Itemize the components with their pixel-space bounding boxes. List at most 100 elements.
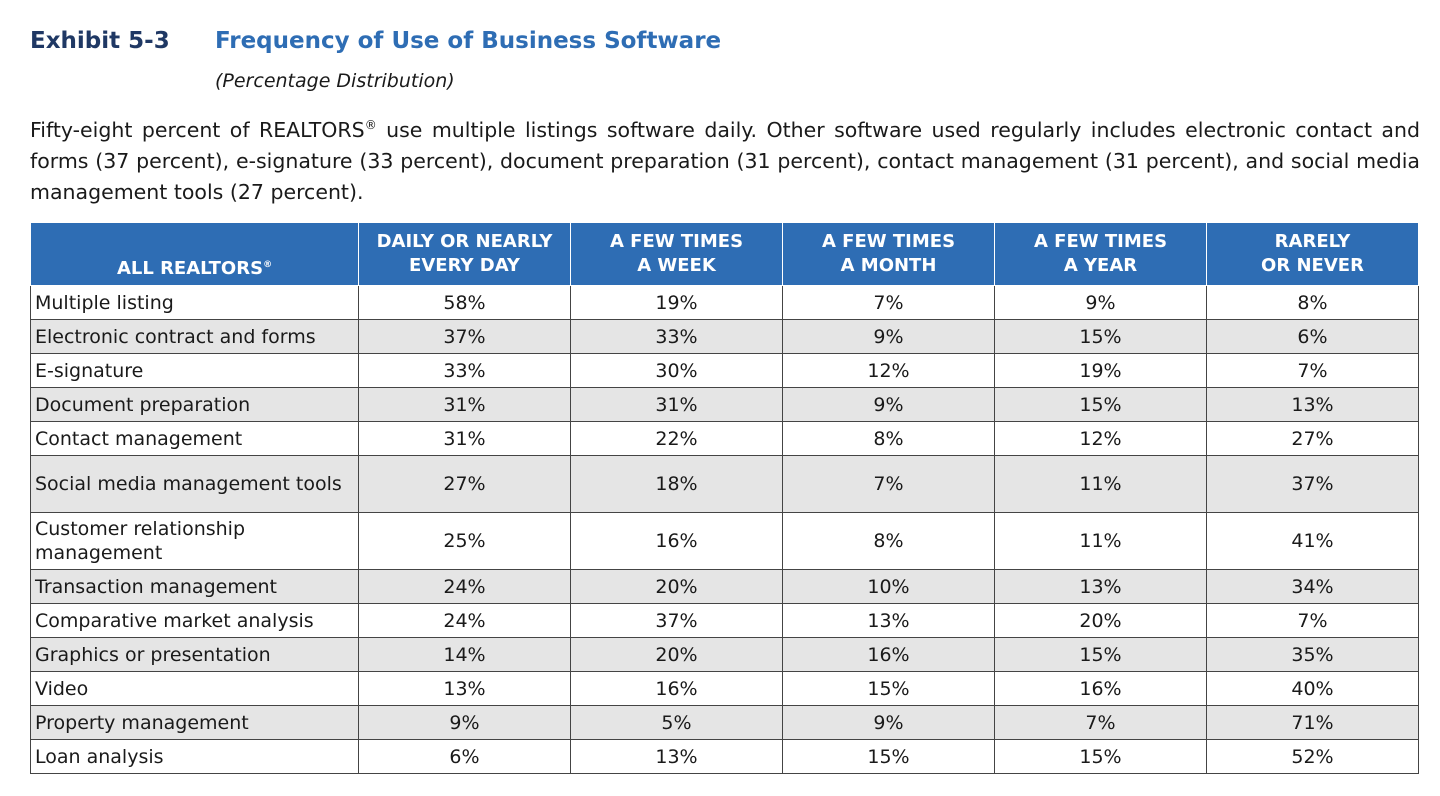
value-cell: 25% <box>358 512 571 570</box>
value-cell: 6% <box>1206 319 1419 354</box>
value-cell: 27% <box>1206 421 1419 456</box>
table-body: Multiple listing 58% 19% 7% 9% 8% Electronic c… <box>30 285 1419 774</box>
table-row: Comparative market analysis 24% 37% 13% 20% 7… <box>30 603 1419 638</box>
software-frequency-table: ALL REALTORS® DAILY OR NEARLY EVERY DAY A… <box>30 222 1419 774</box>
value-cell: 33% <box>570 319 783 354</box>
description-part-2: use multiple listings software daily. Ot… <box>30 117 1420 204</box>
column-header-line: A WEEK <box>637 255 716 276</box>
corner-header: ALL REALTORS® <box>30 222 359 286</box>
value-cell: 27% <box>358 455 571 513</box>
value-cell: 31% <box>570 387 783 422</box>
value-cell: 34% <box>1206 569 1419 604</box>
exhibit-subtitle: (Percentage Distribution) <box>215 70 455 92</box>
value-cell: 31% <box>358 387 571 422</box>
value-cell: 22% <box>570 421 783 456</box>
value-cell: 13% <box>570 739 783 774</box>
value-cell: 30% <box>570 353 783 388</box>
column-header-year: A FEW TIMES A YEAR <box>994 222 1207 286</box>
column-header-week: A FEW TIMES A WEEK <box>570 222 783 286</box>
value-cell: 15% <box>782 671 995 706</box>
value-cell: 37% <box>570 603 783 638</box>
value-cell: 16% <box>570 512 783 570</box>
value-cell: 71% <box>1206 705 1419 740</box>
row-label: Video <box>30 671 359 706</box>
value-cell: 40% <box>1206 671 1419 706</box>
value-cell: 9% <box>782 705 995 740</box>
table-row: Transaction management 24% 20% 10% 13% 34% <box>30 569 1419 604</box>
value-cell: 24% <box>358 603 571 638</box>
value-cell: 41% <box>1206 512 1419 570</box>
table-row: Social media management tools 27% 18% 7% 11%… <box>30 455 1419 513</box>
row-label: Comparative market analysis <box>30 603 359 638</box>
value-cell: 20% <box>994 603 1207 638</box>
value-cell: 12% <box>994 421 1207 456</box>
column-header-month: A FEW TIMES A MONTH <box>782 222 995 286</box>
column-header-line: OR NEVER <box>1261 255 1364 276</box>
column-header-line: A YEAR <box>1063 255 1138 276</box>
column-header-line: DAILY OR NEARLY <box>376 231 553 252</box>
corner-registered-mark: ® <box>263 260 273 270</box>
value-cell: 58% <box>358 285 571 320</box>
table-row: Video 13% 16% 15% 16% 40% <box>30 671 1419 706</box>
description-part-1: Fifty-eight percent of REALTORS <box>30 117 365 142</box>
column-header-line: A FEW TIMES <box>1033 231 1168 252</box>
table-row: E-signature 33% 30% 12% 19% 7% <box>30 353 1419 388</box>
column-header-line: EVERY DAY <box>409 255 520 276</box>
value-cell: 9% <box>994 285 1207 320</box>
row-label: Loan analysis <box>30 739 359 774</box>
corner-label: ALL REALTORS <box>116 258 264 279</box>
table-row: Electronic contract and forms 37% 33% 9% 15%… <box>30 319 1419 354</box>
value-cell: 52% <box>1206 739 1419 774</box>
column-header-line: A FEW TIMES <box>609 231 744 252</box>
value-cell: 13% <box>1206 387 1419 422</box>
value-cell: 13% <box>358 671 571 706</box>
value-cell: 35% <box>1206 637 1419 672</box>
value-cell: 15% <box>994 319 1207 354</box>
value-cell: 7% <box>782 285 995 320</box>
column-header-line: RARELY <box>1274 231 1351 252</box>
value-cell: 20% <box>570 569 783 604</box>
exhibit-number: Exhibit 5-3 <box>30 28 170 54</box>
row-label: Customer relationship management <box>30 512 359 570</box>
exhibit-header: Exhibit 5-3 Frequency of Use of Business… <box>30 28 1420 64</box>
value-cell: 15% <box>782 739 995 774</box>
column-header-daily: DAILY OR NEARLY EVERY DAY <box>358 222 571 286</box>
table-row: Graphics or presentation 14% 20% 16% 15% 35% <box>30 637 1419 672</box>
row-label: Electronic contract and forms <box>30 319 359 354</box>
table-row: Property management 9% 5% 9% 7% 71% <box>30 705 1419 740</box>
table-row: Contact management 31% 22% 8% 12% 27% <box>30 421 1419 456</box>
value-cell: 7% <box>994 705 1207 740</box>
table-row: Multiple listing 58% 19% 7% 9% 8% <box>30 285 1419 320</box>
value-cell: 13% <box>994 569 1207 604</box>
value-cell: 7% <box>782 455 995 513</box>
value-cell: 11% <box>994 455 1207 513</box>
value-cell: 12% <box>782 353 995 388</box>
description-paragraph: Fifty-eight percent of REALTORS® use mul… <box>30 110 1420 208</box>
row-label: Multiple listing <box>30 285 359 320</box>
row-label: Property management <box>30 705 359 740</box>
value-cell: 31% <box>358 421 571 456</box>
value-cell: 10% <box>782 569 995 604</box>
value-cell: 33% <box>358 353 571 388</box>
value-cell: 15% <box>994 387 1207 422</box>
table-row: Loan analysis 6% 13% 15% 15% 52% <box>30 739 1419 774</box>
row-label: E-signature <box>30 353 359 388</box>
value-cell: 37% <box>358 319 571 354</box>
row-label: Graphics or presentation <box>30 637 359 672</box>
value-cell: 8% <box>782 421 995 456</box>
exhibit-title: Frequency of Use of Business Software <box>215 28 722 54</box>
value-cell: 16% <box>994 671 1207 706</box>
value-cell: 6% <box>358 739 571 774</box>
value-cell: 9% <box>782 387 995 422</box>
value-cell: 20% <box>570 637 783 672</box>
value-cell: 16% <box>570 671 783 706</box>
table-row: Document preparation 31% 31% 9% 15% 13% <box>30 387 1419 422</box>
value-cell: 9% <box>358 705 571 740</box>
value-cell: 16% <box>782 637 995 672</box>
row-label: Social media management tools <box>30 455 359 513</box>
column-header-rarely: RARELY OR NEVER <box>1206 222 1419 286</box>
registered-mark: ® <box>364 118 377 132</box>
value-cell: 8% <box>1206 285 1419 320</box>
value-cell: 7% <box>1206 603 1419 638</box>
value-cell: 14% <box>358 637 571 672</box>
